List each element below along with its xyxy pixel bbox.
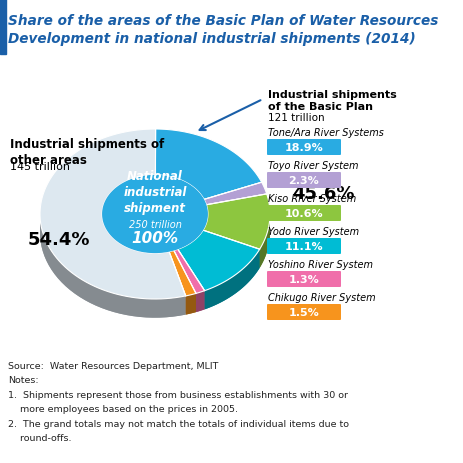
Polygon shape (40, 148, 185, 318)
Polygon shape (204, 250, 259, 310)
Text: Kiso River System: Kiso River System (268, 194, 356, 204)
Polygon shape (102, 233, 207, 272)
Polygon shape (174, 269, 204, 313)
Text: Notes:: Notes: (8, 375, 38, 385)
Polygon shape (155, 130, 261, 200)
Polygon shape (203, 194, 269, 250)
Polygon shape (204, 183, 266, 205)
Polygon shape (185, 294, 195, 315)
FancyBboxPatch shape (266, 238, 340, 255)
Polygon shape (155, 148, 261, 219)
Text: Industrial shipments
of the Basic Plan: Industrial shipments of the Basic Plan (268, 90, 396, 112)
Text: 10.6%: 10.6% (284, 208, 323, 219)
Polygon shape (195, 291, 204, 313)
Polygon shape (0, 0, 6, 55)
Text: National
industrial
shipment: National industrial shipment (123, 170, 186, 215)
Text: 54.4%: 54.4% (28, 231, 90, 249)
Polygon shape (203, 213, 269, 269)
Text: Source:  Water Resources Department, MLIT: Source: Water Resources Department, MLIT (8, 361, 218, 370)
FancyBboxPatch shape (266, 206, 340, 221)
Text: 2.3%: 2.3% (288, 175, 319, 186)
Text: Chikugo River System: Chikugo River System (268, 292, 375, 302)
Text: 2.  The grand totals may not match the totals of individual items due to: 2. The grand totals may not match the to… (8, 419, 348, 428)
Text: 1.  Shipments represent those from business establishments with 30 or: 1. Shipments represent those from busine… (8, 390, 347, 399)
Text: 145 trillion: 145 trillion (10, 162, 70, 172)
Text: Toyo River System: Toyo River System (268, 161, 358, 171)
Polygon shape (259, 211, 269, 269)
Polygon shape (174, 250, 204, 294)
Text: 100%: 100% (131, 231, 178, 246)
Text: 18.9%: 18.9% (284, 143, 323, 153)
FancyBboxPatch shape (266, 140, 340, 156)
Polygon shape (102, 214, 207, 272)
Text: more employees based on the prices in 2005.: more employees based on the prices in 20… (8, 405, 238, 413)
Polygon shape (177, 231, 259, 291)
Text: Development in national industrial shipments (2014): Development in national industrial shipm… (8, 32, 415, 46)
Polygon shape (204, 201, 266, 224)
Polygon shape (169, 269, 195, 315)
Text: Yoshino River System: Yoshino River System (268, 259, 372, 269)
Text: 1.5%: 1.5% (288, 307, 319, 317)
Text: 45.6%: 45.6% (291, 185, 353, 202)
FancyBboxPatch shape (266, 304, 340, 320)
Text: round-offs.: round-offs. (8, 433, 71, 443)
Polygon shape (177, 250, 259, 310)
FancyBboxPatch shape (266, 173, 340, 188)
Text: 250 trillion: 250 trillion (128, 219, 181, 230)
Polygon shape (169, 251, 195, 296)
Polygon shape (40, 130, 185, 300)
Text: 121 trillion: 121 trillion (268, 113, 324, 123)
FancyBboxPatch shape (266, 271, 340, 288)
Text: 1.3%: 1.3% (288, 275, 319, 284)
Text: Industrial shipments of
other areas: Industrial shipments of other areas (10, 138, 164, 167)
Polygon shape (102, 175, 207, 254)
Polygon shape (40, 213, 185, 318)
Text: Yodo River System: Yodo River System (268, 226, 358, 237)
Text: Share of the areas of the Basic Plan of Water Resources: Share of the areas of the Basic Plan of … (8, 14, 438, 28)
Text: 11.1%: 11.1% (284, 242, 323, 251)
Text: Tone/Ara River Systems: Tone/Ara River Systems (268, 128, 383, 138)
